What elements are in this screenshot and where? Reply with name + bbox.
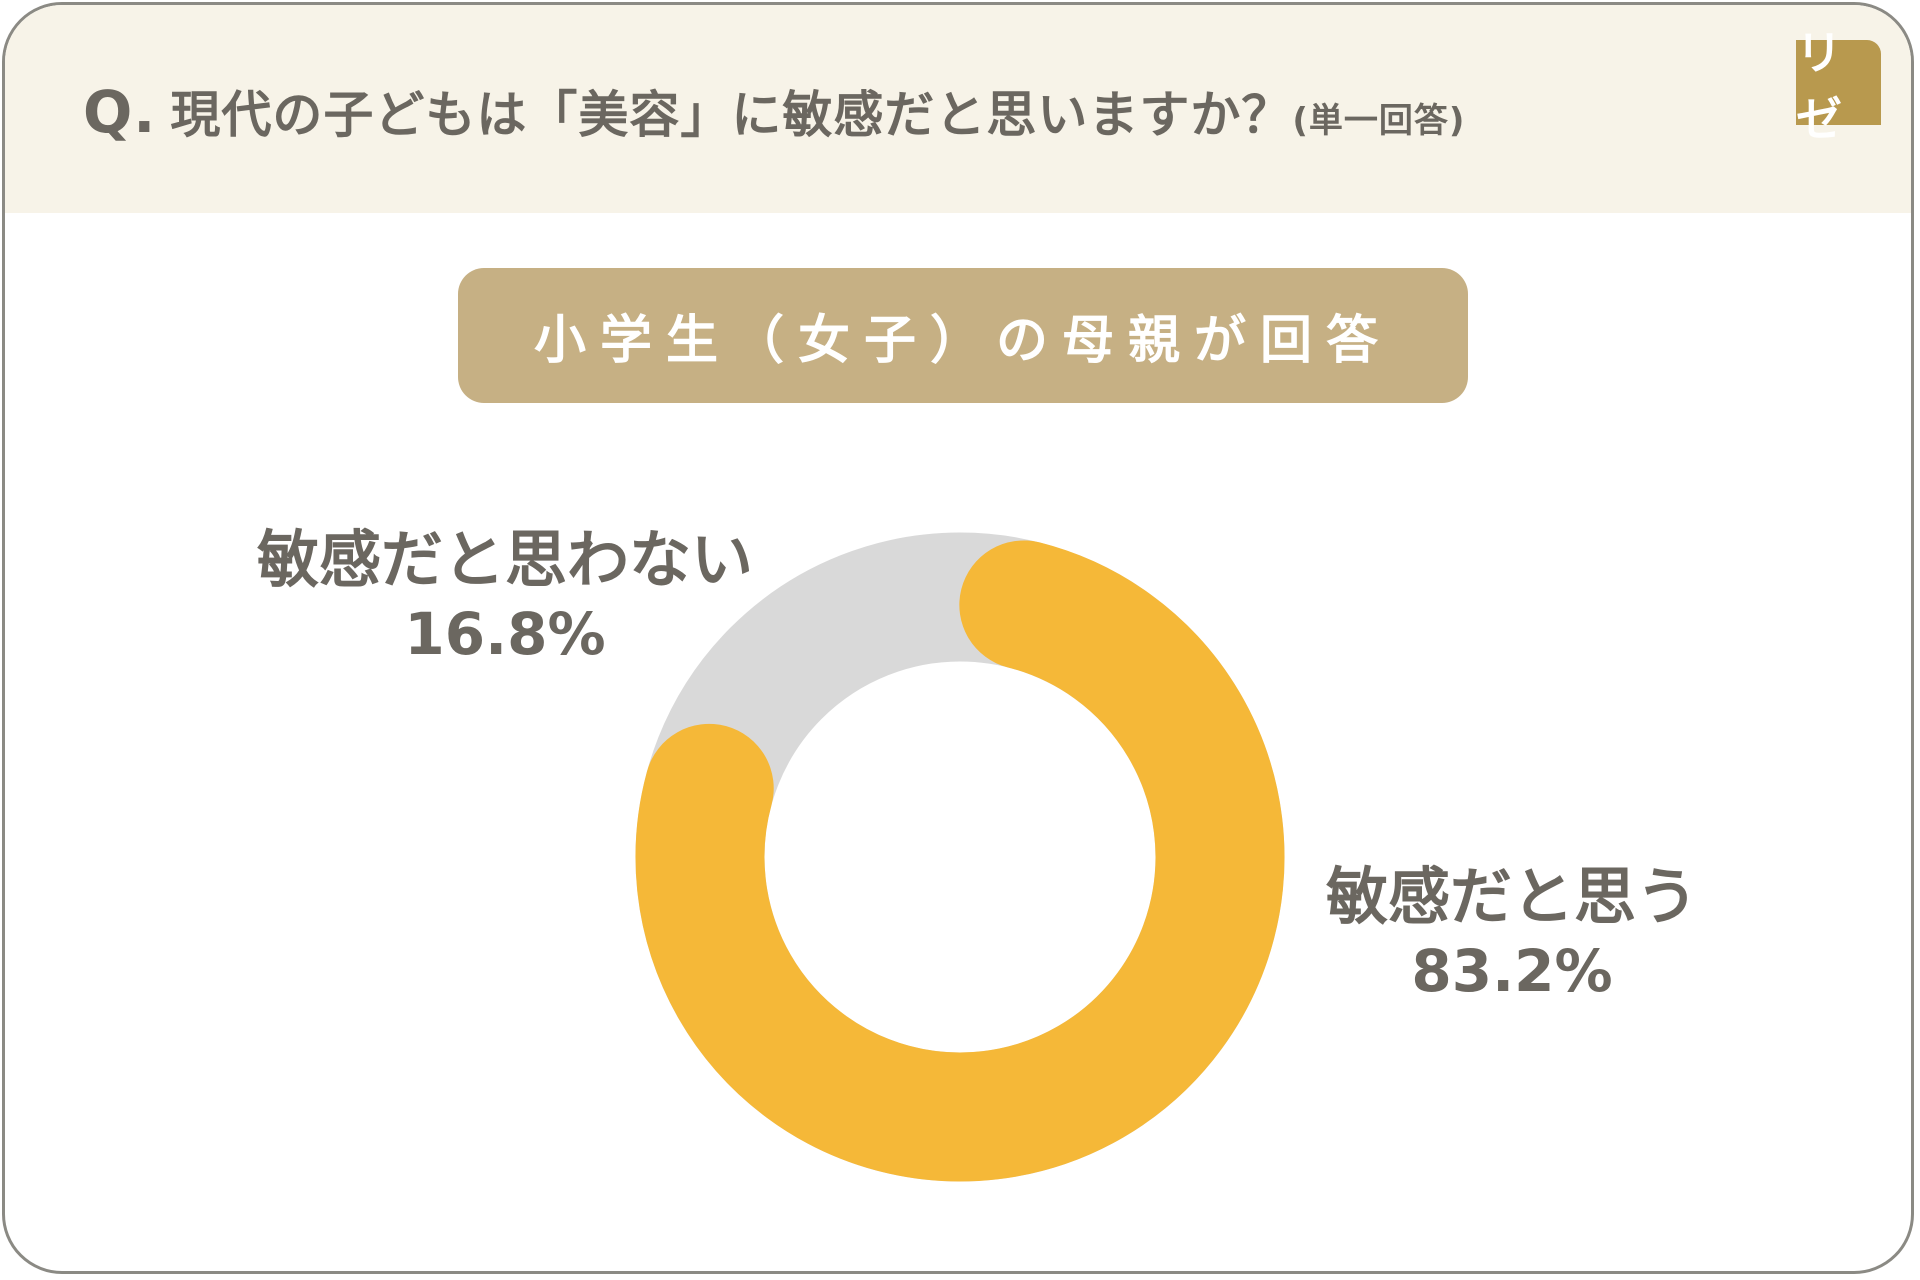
slice-label-no: 敏感だと思わない 16.8% (245, 523, 765, 671)
slice-label-yes-name: 敏感だと思う (1325, 860, 1698, 933)
question-title: Q. 現代の子どもは「美容」に敏感だと思いますか？(単一回答) (83, 75, 1465, 147)
slice-label-yes: 敏感だと思う 83.2% (1312, 860, 1712, 1008)
respondent-label: 小学生（女子）の母親が回答 (533, 311, 1392, 371)
answer-type: (単一回答) (1292, 101, 1466, 141)
respondent-banner: 小学生（女子）の母親が回答 (458, 268, 1468, 403)
question-marker: Q. (83, 78, 157, 146)
slice-label-no-value: 16.8% (404, 600, 606, 668)
slice-label-no-name: 敏感だと思わない (256, 523, 753, 596)
brand-logo: リゼ (1796, 26, 1881, 146)
question-header: Q. 現代の子どもは「美容」に敏感だと思いますか？(単一回答) リゼ (5, 5, 1911, 213)
question-text: 現代の子どもは「美容」に敏感だと思いますか？ (170, 86, 1293, 144)
slice-label-yes-value: 83.2% (1411, 937, 1613, 1005)
donut-slice-yes (635, 540, 1285, 1182)
logo-text: リゼ (1796, 25, 1842, 146)
